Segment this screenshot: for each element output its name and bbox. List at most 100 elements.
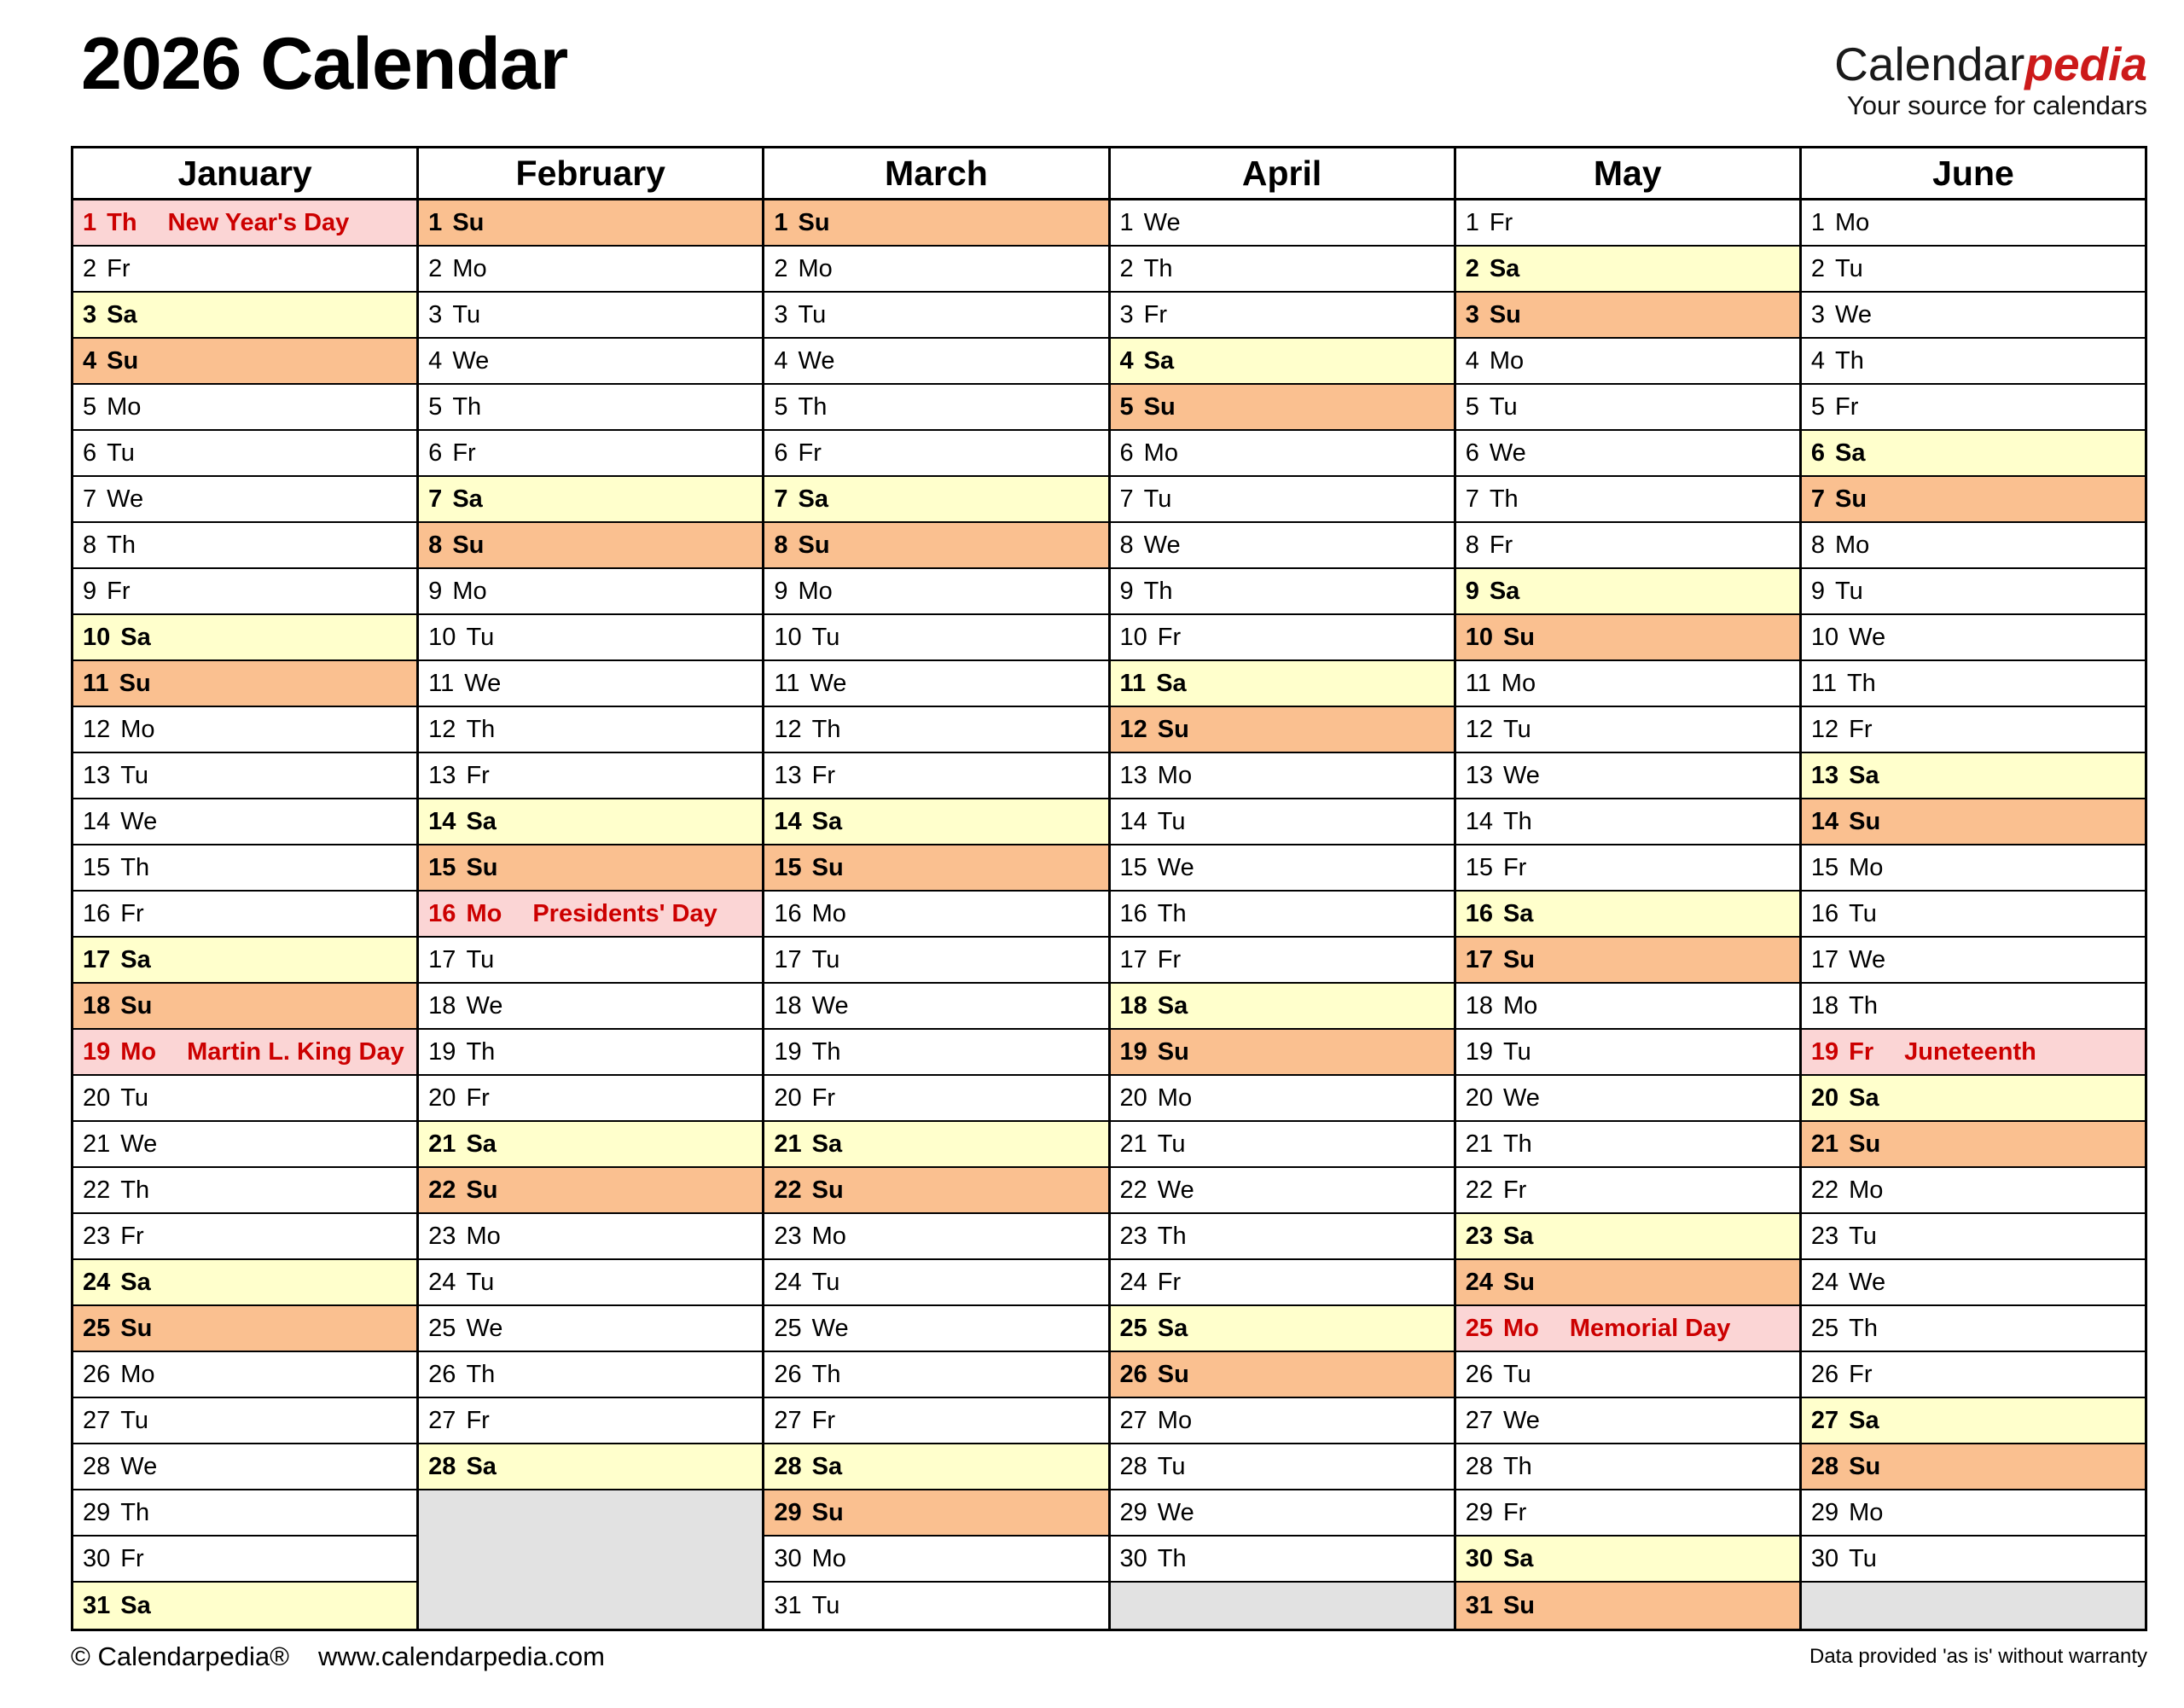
day-cell: 11 Mo	[1455, 661, 1799, 707]
day-weekday: Mo	[107, 392, 142, 421]
day-cell: 24 Sa	[73, 1260, 417, 1306]
day-weekday: We	[466, 1314, 503, 1342]
day-number: 3	[1465, 300, 1479, 328]
day-number: 12	[83, 715, 111, 743]
day-number: 2	[83, 254, 97, 282]
day-number: 13	[1465, 761, 1493, 789]
day-cell: 28 Su	[1801, 1444, 2146, 1490]
day-weekday: Tu	[811, 623, 840, 651]
day-weekday: Mo	[1502, 1314, 1539, 1342]
day-cell: 5 Th	[764, 385, 1108, 431]
day-cell: 10 Su	[1455, 615, 1799, 661]
month-column-january: January 1 Th New Year's Day 2 Fr 3 Sa 4 Su 5 Mo 6 Tu 7…	[73, 148, 420, 1629]
day-cell: 17 We	[1801, 938, 2146, 984]
day-cell: 29 We	[1110, 1490, 1454, 1537]
day-weekday: Tu	[1157, 1130, 1186, 1158]
day-number: 17	[428, 945, 456, 973]
day-cell: 16 Th	[1110, 892, 1454, 938]
day-weekday: Mo	[811, 1222, 846, 1250]
holiday-label: Memorial Day	[1569, 1314, 1731, 1342]
day-number: 6	[1810, 439, 1825, 467]
day-cell: 19 Fr Juneteenth	[1801, 1030, 2146, 1076]
day-number: 24	[428, 1268, 456, 1296]
day-number: 18	[1119, 991, 1147, 1020]
day-weekday: Th	[1502, 807, 1532, 835]
day-number: 20	[83, 1083, 111, 1112]
day-number: 24	[774, 1268, 802, 1296]
day-weekday: We	[1849, 623, 1886, 651]
day-number: 3	[1119, 300, 1134, 328]
day-weekday: We	[120, 1452, 158, 1480]
day-cell: 9 Sa	[1455, 569, 1799, 615]
day-cell: 6 Tu	[73, 431, 417, 477]
day-cell: 15 Fr	[1455, 845, 1799, 892]
day-number: 16	[1810, 899, 1839, 927]
day-number: 29	[83, 1498, 111, 1526]
day-weekday: Tu	[120, 1083, 149, 1112]
day-cell: 18 We	[764, 984, 1108, 1030]
month-column-february: February 1 Su 2 Mo 3 Tu 4 We 5 Th 6 Fr 7 Sa 8 Su 9 Mo 10 Tu 1…	[419, 148, 765, 1629]
page-header: 2026 Calendar Calendarpedia Your source …	[0, 0, 2184, 146]
day-weekday: Sa	[811, 1130, 843, 1158]
day-cell: 6 Fr	[419, 431, 763, 477]
day-weekday: Th	[120, 853, 150, 881]
day-weekday: Su	[811, 853, 844, 881]
day-number: 28	[83, 1452, 111, 1480]
day-cell: 25 Sa	[1110, 1306, 1454, 1352]
day-cell: 10 Tu	[764, 615, 1108, 661]
day-weekday: Fr	[1849, 715, 1873, 743]
day-weekday: Th	[1157, 1544, 1187, 1572]
day-cell: 5 Mo	[73, 385, 417, 431]
day-cell: 19 Th	[419, 1030, 763, 1076]
day-weekday: Th	[1846, 669, 1876, 697]
day-cell: 22 We	[1110, 1168, 1454, 1214]
day-number: 29	[1810, 1498, 1839, 1526]
day-weekday: Th	[1157, 899, 1187, 927]
website-link[interactable]: www.calendarpedia.com	[317, 1641, 605, 1671]
day-weekday: Fr	[1502, 1176, 1527, 1204]
day-cell: 24 We	[1801, 1260, 2146, 1306]
day-number: 15	[1465, 853, 1493, 881]
day-cell: 18 Su	[73, 984, 417, 1030]
day-number: 2	[428, 254, 443, 282]
day-cell: 27 Fr	[764, 1398, 1108, 1444]
day-weekday: Th	[1849, 991, 1878, 1020]
day-number: 13	[774, 761, 802, 789]
day-weekday: Fr	[811, 761, 835, 789]
day-cell: 24 Tu	[419, 1260, 763, 1306]
day-cell: 14 Sa	[419, 799, 763, 845]
calendarpedia-logo[interactable]: Calendarpedia Your source for calendars	[1834, 41, 2147, 121]
day-cell: 4 Th	[1801, 339, 2146, 385]
day-cell: 14 Su	[1801, 799, 2146, 845]
day-cell: 11 We	[764, 661, 1108, 707]
day-cell: 30 Tu	[1801, 1537, 2146, 1583]
day-weekday: Fr	[1157, 1268, 1182, 1296]
day-number: 1	[1810, 208, 1825, 236]
day-number: 6	[1119, 439, 1134, 467]
day-number: 25	[428, 1314, 456, 1342]
day-number: 11	[83, 669, 109, 697]
day-weekday: Mo	[1501, 669, 1536, 697]
day-weekday: Fr	[1489, 208, 1513, 236]
day-cell: 3 Tu	[419, 293, 763, 339]
logo-wordmark: Calendarpedia	[1834, 41, 2147, 88]
day-number: 8	[1465, 531, 1479, 559]
day-weekday: Mo	[120, 1037, 157, 1066]
day-number: 27	[1810, 1406, 1839, 1434]
day-weekday: Th	[466, 1360, 496, 1388]
day-number: 12	[428, 715, 456, 743]
day-cell: 6 We	[1455, 431, 1799, 477]
day-cell: 25 Su	[73, 1306, 417, 1352]
day-number: 15	[1119, 853, 1147, 881]
day-cell: 27 Fr	[419, 1398, 763, 1444]
day-number: 17	[83, 945, 111, 973]
day-cell: 13 Tu	[73, 753, 417, 799]
day-number: 23	[1119, 1222, 1147, 1250]
day-cell: 23 Mo	[419, 1214, 763, 1260]
month-header: April	[1110, 148, 1454, 200]
day-cell: 2 Tu	[1801, 247, 2146, 293]
day-number: 26	[1465, 1360, 1493, 1388]
day-cell: 31 Su	[1455, 1583, 1799, 1629]
day-weekday: Mo	[1157, 1406, 1193, 1434]
day-cell: 13 Sa	[1801, 753, 2146, 799]
